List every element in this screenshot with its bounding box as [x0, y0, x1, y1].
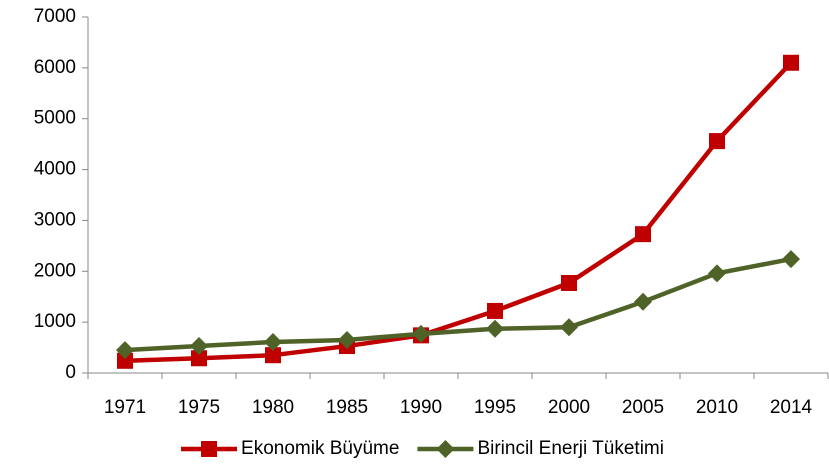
y-tick-label: 2000: [34, 260, 76, 281]
legend-label: Ekonomik Büyüme: [241, 438, 399, 459]
line: [124, 256, 792, 353]
marker: [201, 441, 218, 457]
legend-label: Birincil Enerji Tüketimi: [477, 438, 664, 459]
x-tick-label: 2014: [770, 397, 813, 418]
marker: [782, 250, 800, 269]
x-tick-label: 1985: [326, 397, 368, 418]
marker: [487, 302, 503, 319]
y-tick-label: 3000: [34, 209, 76, 230]
series: [117, 54, 799, 369]
x-tick-label: 1971: [104, 397, 146, 418]
marker: [486, 319, 504, 338]
marker: [191, 350, 207, 367]
marker: [190, 337, 208, 356]
marker: [117, 352, 133, 369]
x-tick-label: 2010: [696, 397, 738, 418]
y-tick-label: 4000: [34, 159, 76, 180]
series: [116, 250, 800, 360]
y-tick-label: 7000: [34, 6, 76, 27]
marker: [560, 318, 578, 337]
marker: [561, 274, 577, 291]
line: [124, 61, 793, 364]
marker: [634, 292, 652, 311]
x-tick-label: 1990: [400, 397, 442, 418]
marker: [709, 133, 725, 150]
legend: Ekonomik Büyüme Birincil Enerji Tüketimi: [181, 438, 664, 459]
y-tick-label: 1000: [34, 311, 76, 332]
marker: [265, 347, 281, 364]
marker: [264, 332, 282, 351]
marker: [708, 264, 726, 283]
x-tick-label: 1975: [178, 397, 220, 418]
y-tick-label: 5000: [34, 108, 76, 129]
marker: [116, 341, 134, 360]
x-tick-label: 1995: [474, 397, 516, 418]
marker: [635, 226, 651, 243]
marker: [412, 324, 430, 343]
marker: [338, 330, 356, 349]
x-tick-label: 1980: [252, 397, 294, 418]
marker: [783, 54, 799, 71]
x-tick-label: 2000: [548, 397, 590, 418]
y-tick-label: 6000: [34, 57, 76, 78]
y-tick-label: 0: [65, 362, 76, 383]
marker: [436, 440, 455, 458]
x-tick-label: 2005: [622, 397, 664, 418]
